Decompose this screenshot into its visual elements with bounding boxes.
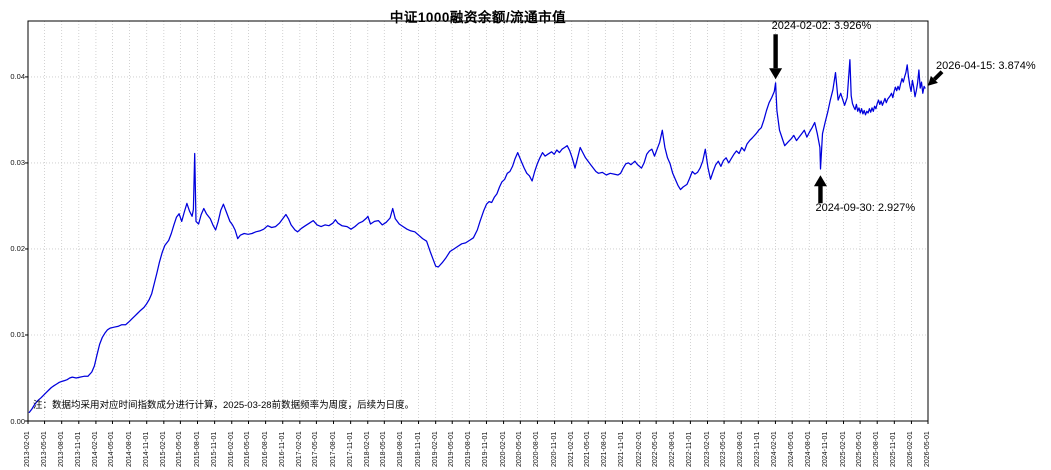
x-tick-label: 2020-11-01 — [550, 431, 558, 467]
x-tick-label: 2016-05-01 — [244, 431, 252, 467]
y-tick-label: 0.03 — [10, 158, 25, 168]
x-tick-label: 2024-02-01 — [771, 431, 779, 467]
x-tick-label: 2016-08-01 — [261, 431, 269, 467]
x-tick-label: 2019-08-01 — [465, 431, 473, 467]
x-tick-label: 2014-11-01 — [142, 431, 150, 467]
x-tick-label: 2025-02-01 — [839, 431, 847, 467]
x-tick-label: 2025-05-01 — [856, 431, 864, 467]
x-tick-label: 2021-02-01 — [567, 431, 575, 467]
x-tick-label: 2026-05-01 — [924, 431, 931, 467]
y-tick-label: 0.01 — [10, 330, 25, 340]
x-tick-label: 2023-08-01 — [737, 431, 745, 467]
x-tick-label: 2022-05-01 — [652, 431, 660, 467]
x-tick-label: 2013-05-01 — [40, 431, 48, 467]
x-tick-label: 2018-05-01 — [380, 431, 388, 467]
x-tick-label: 2023-11-01 — [754, 431, 762, 467]
annotation-arrows — [769, 34, 944, 204]
x-tick-label: 2025-08-01 — [873, 431, 881, 467]
x-tick-label: 2013-08-01 — [57, 431, 65, 467]
x-tick-label: 2017-11-01 — [346, 431, 354, 467]
x-tick-label: 2019-05-01 — [448, 431, 456, 467]
x-tick-label: 2024-08-01 — [805, 431, 813, 467]
x-tick-label: 2014-02-01 — [91, 431, 99, 467]
x-tick-label: 2017-08-01 — [329, 431, 337, 467]
x-tick-label: 2021-11-01 — [618, 431, 626, 467]
x-tick-label: 2015-02-01 — [159, 431, 167, 467]
x-tick-label: 2024-05-01 — [788, 431, 796, 467]
x-tick-label: 2021-05-01 — [584, 431, 592, 467]
x-tick-label: 2018-11-01 — [414, 431, 422, 467]
x-tick-label: 2023-05-01 — [720, 431, 728, 467]
y-tick-label: 0.02 — [10, 244, 25, 254]
x-tick-label: 2017-05-01 — [312, 431, 320, 467]
x-tick-label: 2026-02-01 — [907, 431, 915, 467]
x-tick-label: 2025-11-01 — [890, 431, 898, 467]
x-tick-label: 2016-11-01 — [278, 431, 286, 467]
x-tick-label: 2019-02-01 — [431, 431, 439, 467]
x-tick-label: 2014-05-01 — [108, 431, 116, 467]
y-tick-label: 0.00 — [10, 416, 25, 426]
x-tick-label: 2024-11-01 — [822, 431, 830, 467]
y-tick-label: 0.04 — [10, 72, 25, 82]
axes-frame — [25, 20, 929, 424]
x-tick-label: 2023-02-01 — [703, 431, 711, 467]
annotation-latest-value: 2026-04-15: 3.874% — [936, 59, 1036, 72]
x-tick-label: 2018-02-01 — [363, 431, 371, 467]
x-tick-label: 2022-08-01 — [669, 431, 677, 467]
x-tick-label: 2015-08-01 — [193, 431, 201, 467]
x-tick-label: 2017-02-01 — [295, 431, 303, 467]
x-tick-label: 2020-05-01 — [516, 431, 524, 467]
x-tick-label: 2019-11-01 — [482, 431, 490, 467]
x-tick-label: 2018-08-01 — [397, 431, 405, 467]
annotation-2024-peak: 2024-02-02: 3.926% — [771, 20, 872, 33]
x-tick-label: 2022-02-01 — [635, 431, 643, 467]
x-tick-label: 2016-02-01 — [227, 431, 235, 467]
footnote: 注：数据均采用对应时间指数成分进行计算，2025-03-28前数据频率为周度，后… — [33, 400, 415, 411]
annotation-2024-dip: 2024-09-30: 2.927% — [815, 202, 916, 215]
x-tick-label: 2014-08-01 — [125, 431, 133, 467]
series-line — [28, 59, 926, 414]
x-tick-label: 2013-11-01 — [74, 431, 82, 467]
x-tick-label: 2021-08-01 — [601, 431, 609, 467]
x-tick-label: 2020-08-01 — [533, 431, 541, 467]
gridlines — [27, 21, 929, 421]
x-tick-label: 2015-11-01 — [210, 431, 218, 467]
x-tick-label: 2013-02-01 — [24, 431, 31, 467]
x-tick-label: 2020-02-01 — [499, 431, 507, 467]
x-tick-label: 2015-05-01 — [176, 431, 184, 467]
x-tick-label: 2022-11-01 — [686, 431, 694, 467]
